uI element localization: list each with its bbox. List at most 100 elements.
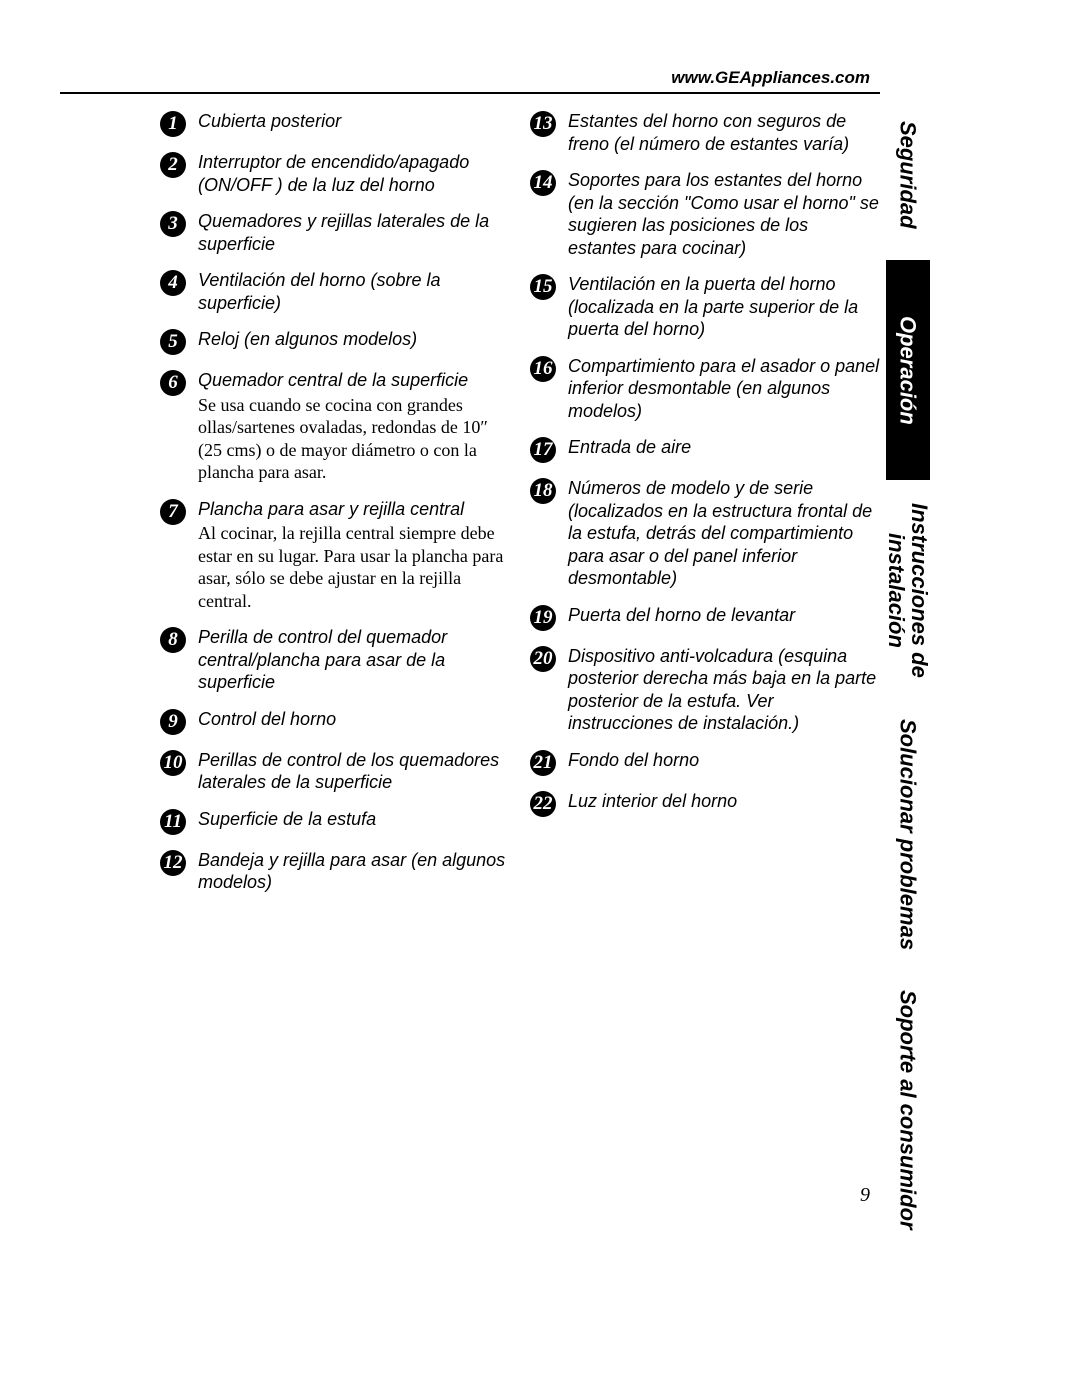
list-item: 22 Luz interior del horno — [530, 790, 880, 817]
list-item-number: 17 — [530, 437, 556, 463]
list-item-text: Ventilación en la puerta del horno (loca… — [568, 273, 880, 341]
list-item-text: Reloj (en algunos modelos) — [198, 328, 510, 351]
list-item-title: Cubierta posterior — [198, 110, 510, 133]
list-item-number: 14 — [530, 170, 556, 196]
list-item-desc: Al cocinar, la rejilla central siempre d… — [198, 522, 510, 612]
list-item-number: 19 — [530, 605, 556, 631]
list-item-title: Dispositivo anti-volcadura (esquina post… — [568, 645, 880, 735]
list-item: 21 Fondo del horno — [530, 749, 880, 776]
list-item-title: Plancha para asar y rejilla central — [198, 498, 510, 521]
list-item-title: Perilla de control del quemador central/… — [198, 626, 510, 694]
list-item-title: Superficie de la estufa — [198, 808, 510, 831]
list-item-text: Bandeja y rejilla para asar (en algunos … — [198, 849, 510, 894]
list-item: 12 Bandeja y rejilla para asar (en alguno… — [160, 849, 510, 894]
list-item-text: Entrada de aire — [568, 436, 880, 459]
page-number: 9 — [860, 1184, 870, 1207]
list-item-text: Números de modelo y de serie (localizado… — [568, 477, 880, 590]
side-tab: Solucionar problemas — [886, 700, 930, 970]
list-item-title: Soportes para los estantes del horno (en… — [568, 169, 880, 259]
list-item: 16 Compartimiento para el asador o panel … — [530, 355, 880, 423]
list-item: 3 Quemadores y rejillas laterales de la s… — [160, 210, 510, 255]
list-item-number: 7 — [160, 499, 186, 525]
side-tab: Instrucciones de instalación — [886, 480, 930, 700]
list-item-number: 21 — [530, 750, 556, 776]
list-item-text: Quemador central de la superficieSe usa … — [198, 369, 510, 484]
list-item-number: 1 — [160, 111, 186, 137]
column-left: 1 Cubierta posterior 2 Interruptor de encen… — [160, 110, 510, 908]
list-item-number: 5 — [160, 329, 186, 355]
list-item-text: Control del horno — [198, 708, 510, 731]
list-item-title: Fondo del horno — [568, 749, 880, 772]
list-item: 6 Quemador central de la superficieSe usa… — [160, 369, 510, 484]
list-item-title: Estantes del horno con seguros de freno … — [568, 110, 880, 155]
page: www.GEAppliances.com 1 Cubierta posterior… — [0, 0, 1080, 1397]
list-item: 4 Ventilación del horno (sobre la superfi… — [160, 269, 510, 314]
list-item-title: Ventilación en la puerta del horno (loca… — [568, 273, 880, 341]
list-item-text: Perilla de control del quemador central/… — [198, 626, 510, 694]
list-item-text: Puerta del horno de levantar — [568, 604, 880, 627]
list-item-text: Plancha para asar y rejilla centralAl co… — [198, 498, 510, 613]
list-item-text: Interruptor de encendido/apagado (ON/OFF… — [198, 151, 510, 196]
list-item: 15 Ventilación en la puerta del horno (lo… — [530, 273, 880, 341]
list-item-number: 22 — [530, 791, 556, 817]
column-right: 13 Estantes del horno con seguros de fren… — [530, 110, 880, 908]
list-item-title: Bandeja y rejilla para asar (en algunos … — [198, 849, 510, 894]
list-item: 19 Puerta del horno de levantar — [530, 604, 880, 631]
list-item-text: Quemadores y rejillas laterales de la su… — [198, 210, 510, 255]
side-tabs: SeguridadOperaciónInstrucciones de insta… — [886, 90, 930, 1250]
list-item-number: 4 — [160, 270, 186, 296]
list-item: 13 Estantes del horno con seguros de fren… — [530, 110, 880, 155]
side-tab: Soporte al consumidor — [886, 970, 930, 1250]
list-item: 17 Entrada de aire — [530, 436, 880, 463]
list-item-title: Reloj (en algunos modelos) — [198, 328, 510, 351]
list-item-number: 20 — [530, 646, 556, 672]
list-item-title: Luz interior del horno — [568, 790, 880, 813]
list-item-title: Números de modelo y de serie (localizado… — [568, 477, 880, 590]
list-item: 11Superficie de la estufa — [160, 808, 510, 835]
list-item-text: Dispositivo anti-volcadura (esquina post… — [568, 645, 880, 735]
list-item-title: Entrada de aire — [568, 436, 880, 459]
list-item-number: 9 — [160, 709, 186, 735]
list-item: 20 Dispositivo anti-volcadura (esquina po… — [530, 645, 880, 735]
list-item-title: Interruptor de encendido/apagado (ON/OFF… — [198, 151, 510, 196]
list-item-text: Perillas de control de los quemadores la… — [198, 749, 510, 794]
list-item-text: Cubierta posterior — [198, 110, 510, 133]
list-item-number: 3 — [160, 211, 186, 237]
list-item: 14 Soportes para los estantes del horno (… — [530, 169, 880, 259]
list-item-number: 6 — [160, 370, 186, 396]
list-item-number: 8 — [160, 627, 186, 653]
list-item: 1 Cubierta posterior — [160, 110, 510, 137]
content-columns: 1 Cubierta posterior 2 Interruptor de encen… — [160, 110, 880, 908]
list-item-number: 18 — [530, 478, 556, 504]
list-item-text: Fondo del horno — [568, 749, 880, 772]
list-item: 9 Control del horno — [160, 708, 510, 735]
list-item-title: Compartimiento para el asador o panel in… — [568, 355, 880, 423]
list-item-number: 2 — [160, 152, 186, 178]
list-item-number: 15 — [530, 274, 556, 300]
list-item-number: 10 — [160, 750, 186, 776]
header-url: www.GEAppliances.com — [671, 68, 870, 88]
list-item-text: Ventilación del horno (sobre la superfic… — [198, 269, 510, 314]
list-item-number: 12 — [160, 850, 186, 876]
list-item-title: Ventilación del horno (sobre la superfic… — [198, 269, 510, 314]
list-item-desc: Se usa cuando se cocina con grandes olla… — [198, 394, 510, 484]
list-item-text: Luz interior del horno — [568, 790, 880, 813]
list-item: 7 Plancha para asar y rejilla centralAl c… — [160, 498, 510, 613]
list-item: 8 Perilla de control del quemador central… — [160, 626, 510, 694]
list-item-title: Control del horno — [198, 708, 510, 731]
list-item: 5 Reloj (en algunos modelos) — [160, 328, 510, 355]
list-item-title: Perillas de control de los quemadores la… — [198, 749, 510, 794]
list-item-title: Quemadores y rejillas laterales de la su… — [198, 210, 510, 255]
side-tab: Operación — [886, 260, 930, 480]
side-tab: Seguridad — [886, 90, 930, 260]
header-rule — [60, 92, 880, 94]
list-item: 10 Perillas de control de los quemadores … — [160, 749, 510, 794]
list-item-text: Superficie de la estufa — [198, 808, 510, 831]
list-item-number: 13 — [530, 111, 556, 137]
list-item: 2 Interruptor de encendido/apagado (ON/OF… — [160, 151, 510, 196]
list-item-text: Estantes del horno con seguros de freno … — [568, 110, 880, 155]
list-item-title: Puerta del horno de levantar — [568, 604, 880, 627]
list-item-title: Quemador central de la superficie — [198, 369, 510, 392]
list-item-number: 16 — [530, 356, 556, 382]
list-item: 18 Números de modelo y de serie (localiza… — [530, 477, 880, 590]
